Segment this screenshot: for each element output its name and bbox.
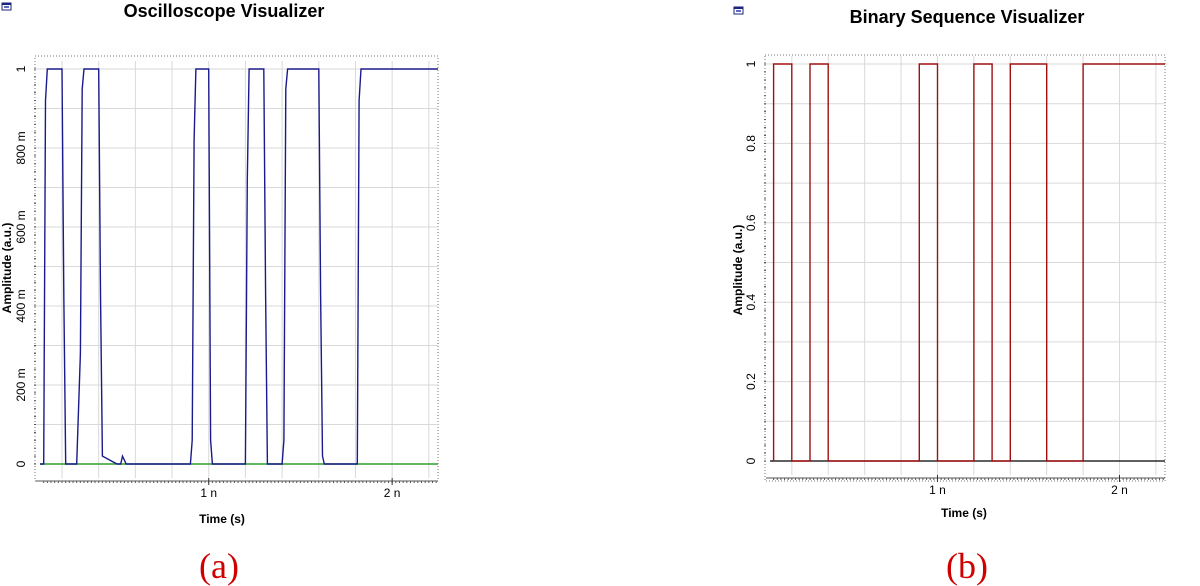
y-tick-label: 200 m — [14, 368, 28, 401]
x-axis-label: Time (s) — [199, 512, 245, 526]
x-axis-label: Time (s) — [941, 506, 987, 520]
y-tick-label: 0.2 — [744, 373, 758, 390]
x-tick-label: 1 n — [200, 486, 217, 500]
y-tick-label: 600 m — [14, 210, 28, 243]
y-tick-label: 400 m — [14, 289, 28, 322]
y-tick-label: 1 — [744, 60, 758, 67]
x-tick-label: 2 n — [384, 486, 401, 500]
signal-series — [40, 68, 438, 465]
signal-series — [772, 63, 1165, 462]
y-tick-label: 0.4 — [744, 294, 758, 311]
binary-sequence-panel: Binary Sequence Visualizer 0 0.2 0.4 0.6 0.8… — [731, 6, 1166, 586]
window-icon — [1, 2, 12, 11]
panel-caption: (b) — [946, 546, 988, 586]
plot-frame — [764, 54, 1166, 482]
y-axis-label: Amplitude (a.u.) — [0, 223, 14, 314]
grid — [766, 56, 1165, 475]
y-tick-label: 1 — [14, 65, 28, 72]
grid — [36, 61, 438, 478]
series-group — [770, 63, 1165, 462]
x-tick-labels: 1 n 2 n — [929, 475, 1128, 497]
y-tick-label: 0.8 — [744, 135, 758, 152]
oscilloscope-panel: Oscilloscope Visualizer 0 200 m 400 m 600 m… — [0, 1, 439, 586]
minor-ticks — [34, 68, 438, 483]
y-tick-labels: 0 0.2 0.4 0.6 0.8 1 — [744, 60, 758, 464]
chart-title: Binary Sequence Visualizer — [850, 7, 1085, 27]
y-tick-label: 0 — [14, 460, 28, 467]
plot-frame — [34, 55, 439, 482]
y-tick-labels: 0 200 m 400 m 600 m 800 m 1 — [14, 65, 28, 467]
x-tick-labels: 1 n 2 n — [200, 478, 400, 500]
window-icon — [733, 6, 744, 15]
y-tick-label: 0.6 — [744, 214, 758, 231]
minor-ticks — [764, 63, 1165, 480]
x-tick-label: 2 n — [1111, 483, 1128, 497]
x-tick-label: 1 n — [929, 483, 946, 497]
panel-caption: (a) — [199, 546, 239, 586]
y-tick-label: 0 — [744, 457, 758, 464]
chart-title: Oscilloscope Visualizer — [124, 1, 325, 21]
y-tick-label: 800 m — [14, 131, 28, 164]
y-axis-label: Amplitude (a.u.) — [731, 225, 745, 316]
series-group — [40, 68, 438, 465]
